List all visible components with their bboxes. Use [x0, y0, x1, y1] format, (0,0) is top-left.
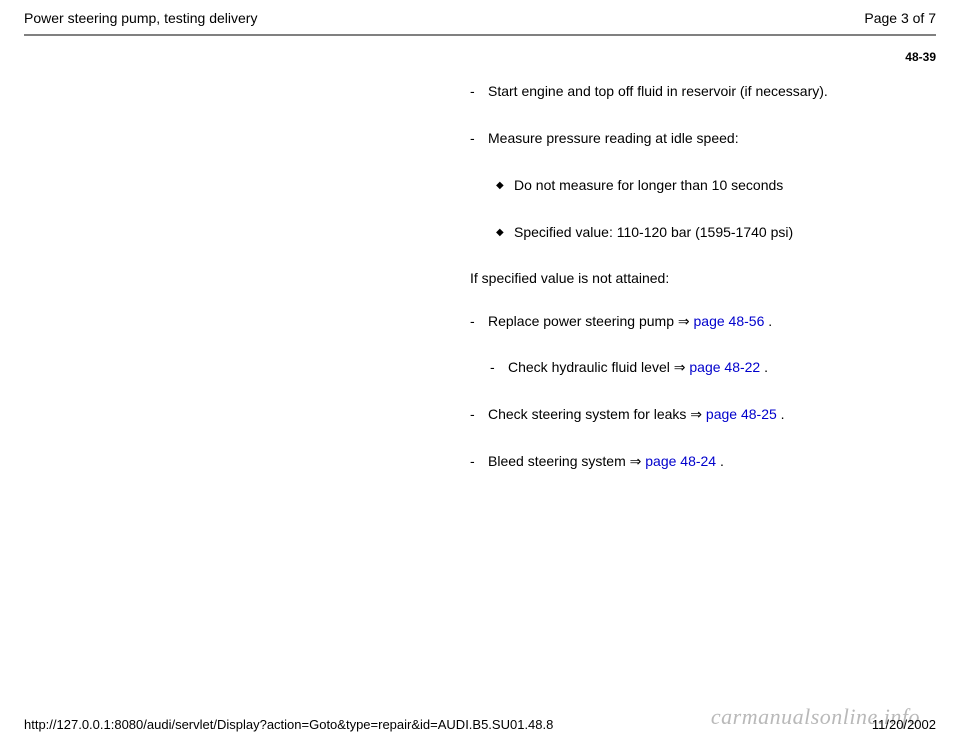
item-text: Bleed steering system ⇒ page 48-24 .	[488, 452, 890, 471]
dash-marker: -	[470, 405, 488, 424]
list-item: - Replace power steering pump ⇒ page 48-…	[470, 312, 890, 331]
arrow-icon: ⇒	[630, 453, 642, 469]
subitem-text: Do not measure for longer than 10 second…	[514, 176, 890, 195]
dash-marker: -	[490, 358, 508, 377]
list-item: - Bleed steering system ⇒ page 48-24 .	[470, 452, 890, 471]
footer-date: 11/20/2002	[872, 717, 936, 732]
header-title: Power steering pump, testing delivery	[24, 10, 257, 26]
dash-marker: -	[470, 452, 488, 471]
item-post: .	[716, 453, 724, 469]
page-link[interactable]: page 48-22	[689, 359, 760, 375]
list-item: - Measure pressure reading at idle speed…	[470, 129, 890, 148]
diamond-icon: ◆	[496, 223, 514, 242]
page-link[interactable]: page 48-56	[694, 313, 765, 329]
page-link[interactable]: page 48-25	[706, 406, 777, 422]
item-pre: Bleed steering system	[488, 453, 630, 469]
item-text: Replace power steering pump ⇒ page 48-56…	[488, 312, 890, 331]
item-pre: Check hydraulic fluid level	[508, 359, 674, 375]
item-post: .	[764, 313, 772, 329]
plain-text: If specified value is not attained:	[470, 270, 890, 286]
item-text: Measure pressure reading at idle speed:	[488, 129, 890, 148]
sub-list-item: ◆ Do not measure for longer than 10 seco…	[496, 176, 890, 195]
header-page: Page 3 of 7	[864, 10, 936, 26]
page-code: 48-39	[0, 36, 960, 64]
page-link[interactable]: page 48-24	[645, 453, 716, 469]
arrow-icon: ⇒	[674, 359, 686, 375]
item-pre: Replace power steering pump	[488, 313, 678, 329]
dash-marker: -	[470, 312, 488, 331]
diamond-icon: ◆	[496, 176, 514, 195]
content-area: - Start engine and top off fluid in rese…	[470, 64, 890, 471]
arrow-icon: ⇒	[678, 313, 690, 329]
dash-marker: -	[470, 82, 488, 101]
item-pre: Check steering system for leaks	[488, 406, 690, 422]
list-item: - Start engine and top off fluid in rese…	[470, 82, 890, 101]
item-post: .	[777, 406, 785, 422]
list-item: - Check steering system for leaks ⇒ page…	[470, 405, 890, 424]
item-text: Start engine and top off fluid in reserv…	[488, 82, 890, 101]
item-text: Check steering system for leaks ⇒ page 4…	[488, 405, 890, 424]
item-text: Check hydraulic fluid level ⇒ page 48-22…	[508, 358, 890, 377]
footer-url: http://127.0.0.1:8080/audi/servlet/Displ…	[24, 717, 553, 732]
sub-list-item: ◆ Specified value: 110-120 bar (1595-174…	[496, 223, 890, 242]
subitem-text: Specified value: 110-120 bar (1595-1740 …	[514, 223, 890, 242]
arrow-icon: ⇒	[690, 406, 702, 422]
list-item: - Check hydraulic fluid level ⇒ page 48-…	[490, 358, 890, 377]
dash-marker: -	[470, 129, 488, 148]
item-post: .	[760, 359, 768, 375]
